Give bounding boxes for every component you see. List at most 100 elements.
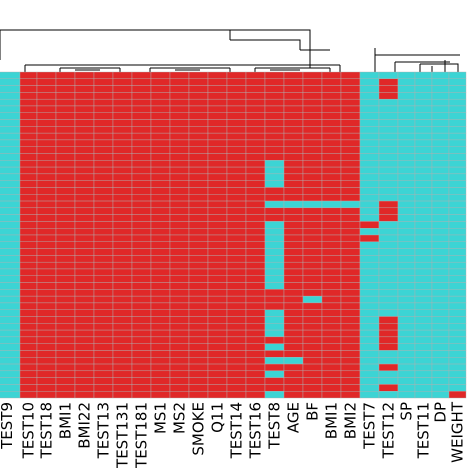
heatmap-cell [226, 377, 247, 385]
heatmap-cell [414, 132, 433, 141]
heatmap-cell [431, 194, 450, 202]
heatmap-cell [378, 132, 399, 141]
heatmap-cell [131, 323, 152, 331]
heatmap-cell [414, 309, 433, 317]
heatmap-cell [131, 92, 152, 100]
heatmap-cell [414, 153, 433, 161]
heatmap-cell [74, 282, 95, 290]
heatmap-cell [378, 370, 399, 378]
heatmap-cell [378, 295, 399, 304]
heatmap-cell [207, 248, 228, 256]
heatmap-cell [93, 350, 114, 358]
heatmap-cell [378, 126, 399, 134]
heatmap-cell [264, 323, 285, 331]
heatmap-cell [359, 200, 380, 209]
heatmap-cell [150, 98, 171, 107]
heatmap-cell [264, 309, 285, 317]
heatmap-cell [169, 323, 190, 331]
heatmap-cell [74, 126, 95, 134]
heatmap-cell [188, 323, 209, 331]
heatmap-cell [169, 105, 190, 113]
heatmap-cell [397, 173, 416, 181]
heatmap-cell [283, 200, 304, 209]
heatmap-cell [414, 391, 433, 399]
heatmap-cell [131, 119, 152, 127]
heatmap-cell [321, 207, 342, 215]
heatmap-cell [131, 391, 152, 399]
heatmap-cell [74, 241, 95, 249]
heatmap-cell [0, 357, 21, 365]
heatmap-cell [207, 173, 228, 181]
heatmap-cell [245, 85, 266, 93]
heatmap-cell [245, 275, 266, 283]
heatmap-cell [359, 146, 380, 154]
heatmap-cell [378, 119, 399, 127]
heatmap-cell [264, 180, 285, 188]
heatmap-cell [36, 228, 57, 236]
heatmap-cell [397, 357, 416, 365]
heatmap-cell [112, 187, 133, 195]
heatmap-cell [93, 268, 114, 276]
heatmap-cell [55, 221, 76, 229]
heatmap-cell [0, 234, 21, 242]
heatmap-cell [378, 105, 399, 113]
heatmap-cell [378, 98, 399, 107]
heatmap-cell [74, 228, 95, 236]
heatmap-cell [0, 112, 21, 120]
heatmap-cell [207, 289, 228, 297]
heatmap-cell [359, 153, 380, 161]
heatmap-cell [245, 234, 266, 242]
heatmap-cell [448, 336, 467, 344]
heatmap-cell [264, 384, 285, 392]
heatmap-cell [150, 248, 171, 256]
heatmap-cell [131, 153, 152, 161]
column-label: BMI1 [323, 402, 341, 439]
heatmap-cell [378, 187, 399, 195]
column-label: BMI2 [342, 402, 360, 439]
heatmap-cell [36, 173, 57, 181]
heatmap-cell [302, 357, 323, 365]
column-label: MS2 [171, 402, 189, 434]
heatmap-cell [283, 343, 304, 351]
heatmap-cell [36, 329, 57, 338]
heatmap-cell [245, 282, 266, 290]
heatmap-cell [431, 139, 450, 147]
column-label: TEST181 [133, 402, 151, 469]
heatmap-cell [448, 153, 467, 161]
heatmap-cell [36, 153, 57, 161]
heatmap-cell [74, 295, 95, 304]
heatmap-cell [226, 295, 247, 304]
heatmap-cell [169, 336, 190, 344]
heatmap-cell [359, 71, 380, 79]
heatmap-cell [302, 92, 323, 100]
heatmap-cell [188, 92, 209, 100]
heatmap-cell [283, 295, 304, 304]
heatmap-cell [93, 336, 114, 344]
heatmap-cell [0, 350, 21, 358]
heatmap-cell [188, 85, 209, 93]
heatmap-cell [131, 234, 152, 242]
heatmap-cell [245, 268, 266, 276]
heatmap-cell [340, 248, 361, 256]
heatmap-cell [207, 370, 228, 378]
heatmap-cell [397, 329, 416, 338]
heatmap-cell [169, 343, 190, 351]
heatmap-cell [36, 295, 57, 304]
heatmap-cell [448, 255, 467, 263]
heatmap-cell [226, 194, 247, 202]
heatmap-cell [226, 98, 247, 107]
heatmap-cell [283, 241, 304, 249]
heatmap-cell [112, 119, 133, 127]
heatmap-cell [414, 384, 433, 392]
heatmap-cell [359, 180, 380, 188]
heatmap-cell [74, 105, 95, 113]
heatmap-cell [245, 105, 266, 113]
heatmap-cell [378, 200, 399, 209]
heatmap-cell [414, 268, 433, 276]
heatmap-cell [283, 357, 304, 365]
heatmap-cell [340, 350, 361, 358]
heatmap-cell [188, 126, 209, 134]
dendrogram-branch [59, 67, 121, 72]
heatmap-cell [448, 316, 467, 324]
heatmap-cell [188, 268, 209, 276]
